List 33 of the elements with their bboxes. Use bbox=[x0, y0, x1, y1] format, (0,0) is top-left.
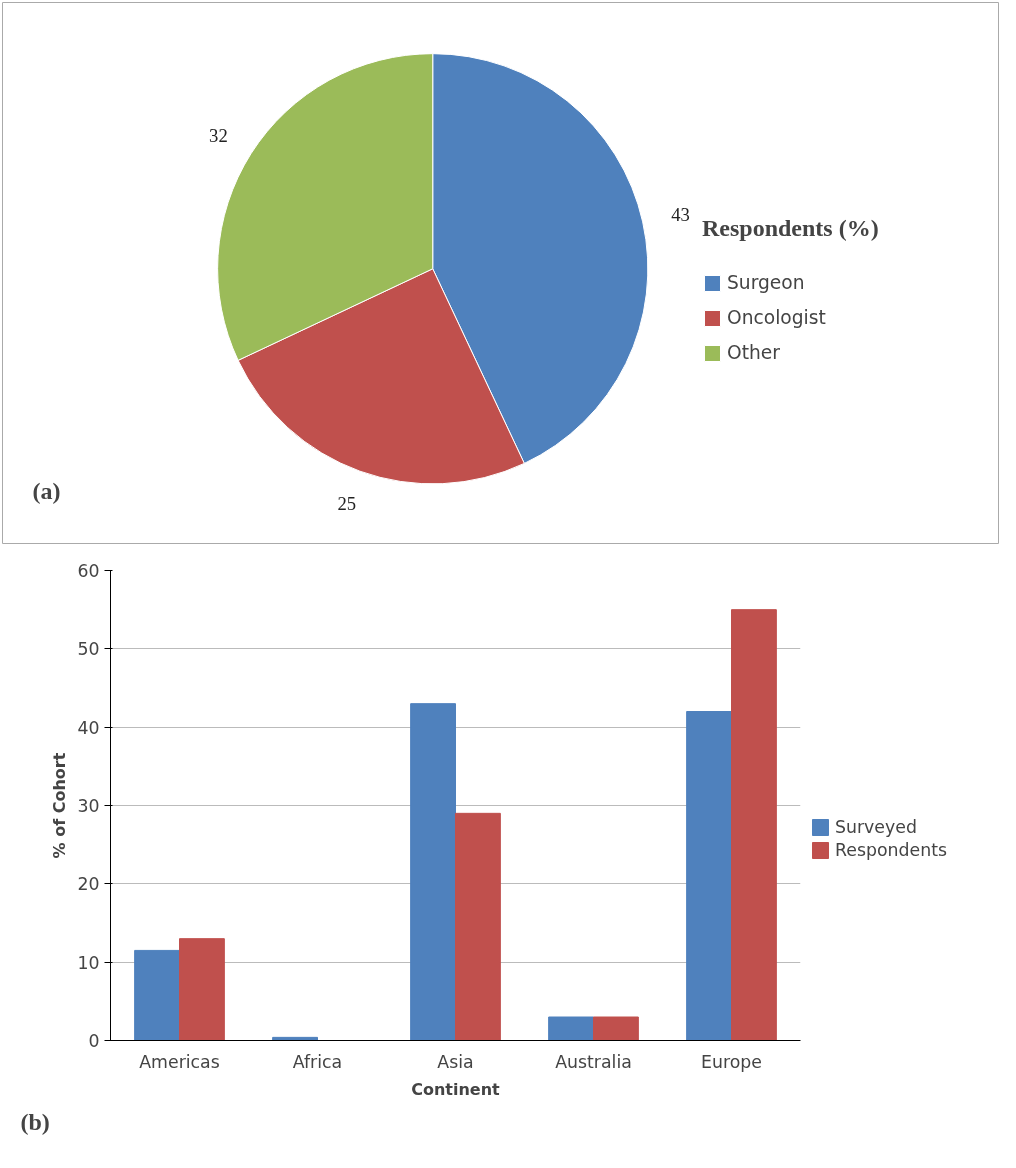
y-tick-label: 50 bbox=[77, 639, 100, 660]
data-label: 25 bbox=[337, 492, 357, 514]
y-tick-label: 40 bbox=[77, 717, 100, 738]
y-axis-title: % of Cohort bbox=[50, 752, 70, 859]
legend-label: Surveyed bbox=[835, 817, 917, 837]
text: (a) bbox=[32, 477, 61, 504]
y-tick-label: 0 bbox=[88, 1031, 100, 1051]
x-tick-label: Asia bbox=[437, 1051, 474, 1072]
text: (b) bbox=[20, 1108, 50, 1135]
y-tick-label: 60 bbox=[77, 561, 100, 581]
x-axis-title: Continent bbox=[411, 1079, 501, 1099]
data-label: 43 bbox=[671, 203, 690, 225]
legend-label: Surgeon bbox=[727, 272, 805, 293]
bar bbox=[455, 812, 501, 1041]
x-tick-label: Australia bbox=[555, 1051, 632, 1072]
bar bbox=[410, 703, 456, 1041]
y-tick-label: 30 bbox=[77, 796, 100, 816]
x-tick-label: Europe bbox=[701, 1051, 762, 1072]
bar bbox=[548, 1016, 594, 1041]
bar bbox=[686, 711, 732, 1041]
legend-label: Oncologist bbox=[727, 307, 826, 328]
legend-label: Other bbox=[727, 342, 780, 363]
y-tick-label: 10 bbox=[77, 952, 100, 973]
bar bbox=[134, 949, 180, 1041]
x-tick-label: Africa bbox=[292, 1051, 343, 1072]
x-tick-label: Americas bbox=[139, 1051, 220, 1072]
legend-label: Respondents bbox=[835, 840, 947, 860]
bar bbox=[593, 1016, 639, 1041]
legend-title: Respondents (%) bbox=[702, 215, 879, 242]
data-label: 32 bbox=[209, 124, 228, 146]
bar bbox=[179, 938, 225, 1041]
bar bbox=[731, 609, 777, 1041]
y-tick-label: 20 bbox=[77, 874, 100, 895]
